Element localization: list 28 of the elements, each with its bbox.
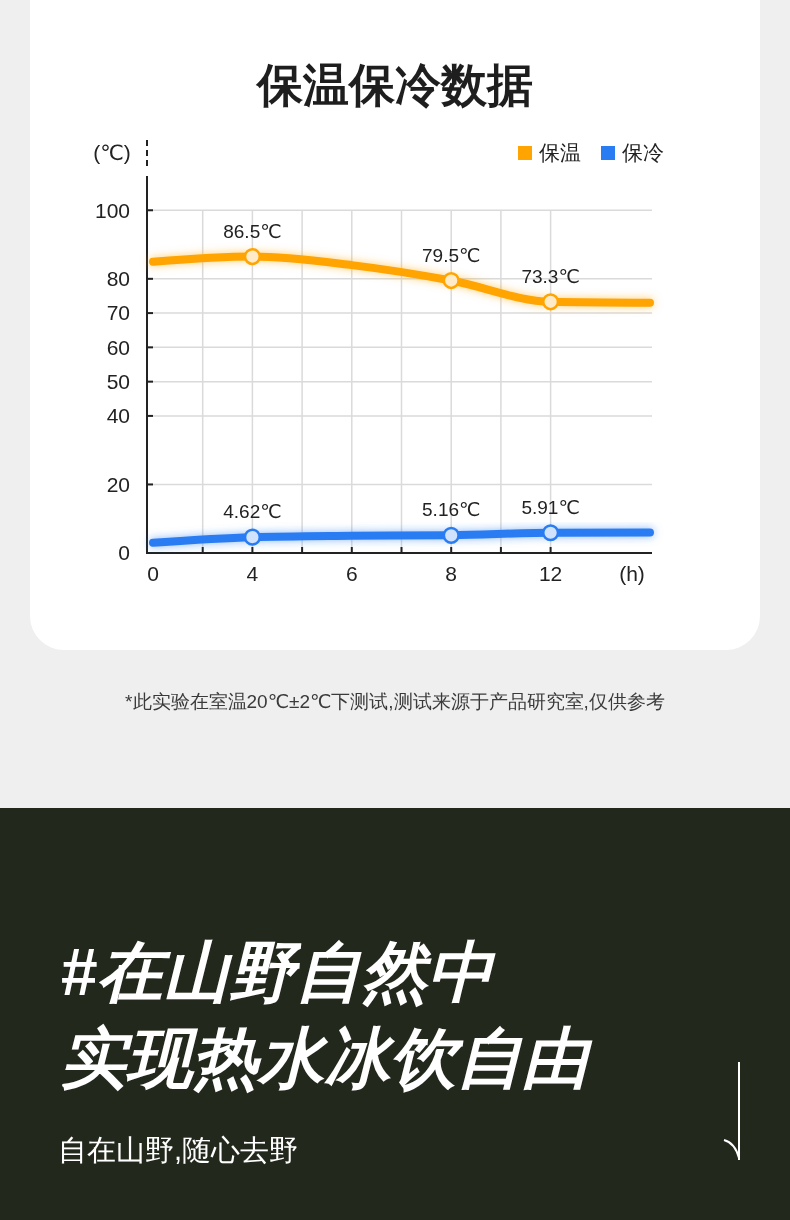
x-tick-label: 6 [345, 562, 358, 585]
chart-title: 保温保冷数据 [255, 59, 533, 111]
data-label: 5.91℃ [521, 496, 580, 518]
x-axis-title: (h) [619, 562, 645, 585]
x-tick-label: 8 [445, 562, 458, 585]
text: *此实验在室温20℃±2℃下测试,测试来源于产品研究室,仅供参考 [125, 691, 665, 712]
data-label: 73.3℃ [521, 265, 580, 287]
data-label: 86.5℃ [223, 220, 282, 242]
y-tick-label: 50 [106, 369, 130, 393]
text: 自在山野,随心去野 [58, 1134, 299, 1166]
y-tick-label: 70 [106, 301, 130, 325]
y-tick-label: 20 [106, 472, 130, 496]
y-tick-label: 100 [94, 198, 130, 222]
y-tick-label: 0 [118, 541, 130, 565]
x-tick-label: 4 [246, 562, 259, 585]
text: #在山野自然中 [60, 935, 496, 1009]
x-tick-label: 0 [147, 562, 159, 585]
y-axis-title: (℃) [93, 141, 131, 165]
legend-label: 保冷 [622, 141, 664, 165]
data-label: 4.62℃ [223, 501, 282, 523]
legend-label: 保温 [539, 141, 581, 165]
y-tick-label: 60 [106, 335, 130, 359]
data-label: 5.16℃ [422, 499, 481, 521]
y-tick-label: 80 [106, 267, 130, 291]
data-label: 79.5℃ [422, 244, 481, 266]
x-tick-label: 12 [538, 562, 563, 585]
y-tick-label: 40 [106, 404, 130, 428]
text: 实现热水冰饮自由 [60, 1021, 593, 1095]
